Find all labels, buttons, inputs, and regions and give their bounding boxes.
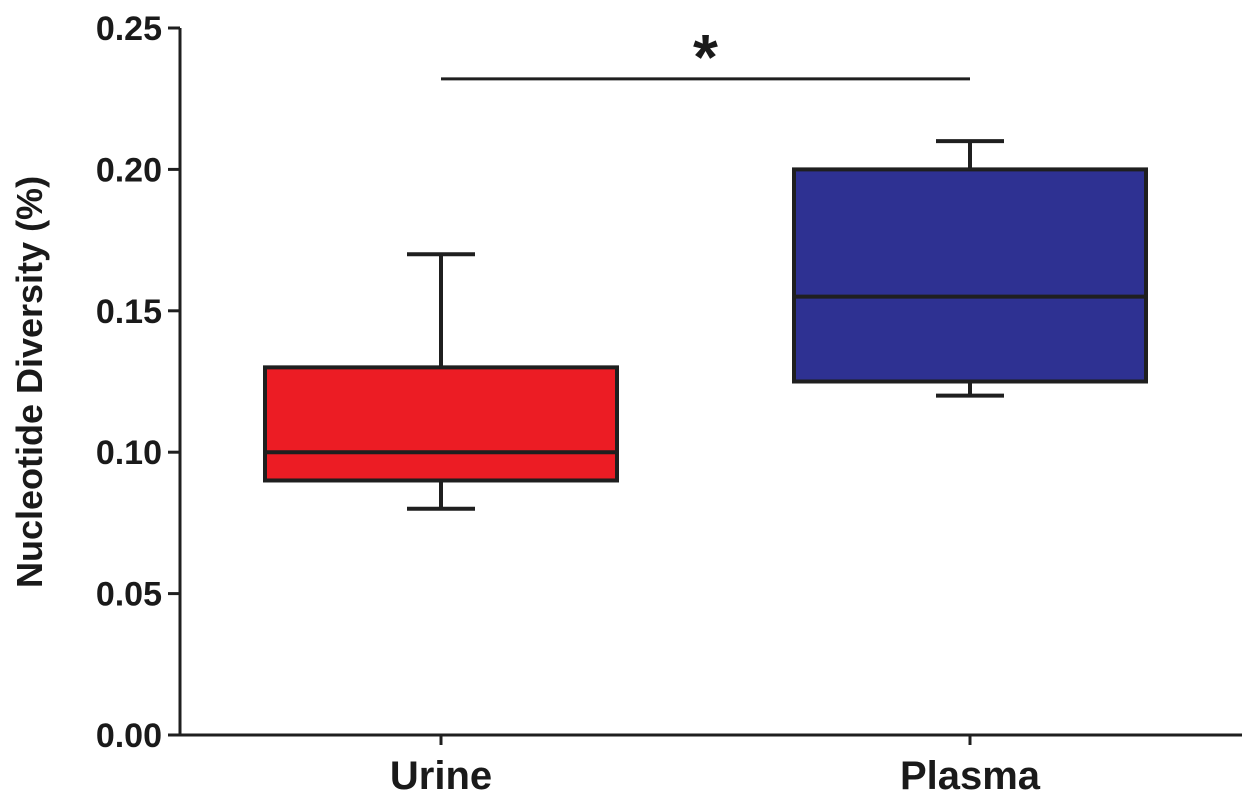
- y-tick-label: 0.15: [96, 293, 162, 331]
- significance-marker: *: [693, 21, 718, 93]
- x-tick-label: Urine: [390, 754, 492, 798]
- box-body: [792, 167, 1148, 384]
- box-body: [263, 365, 619, 483]
- box-urine: [263, 252, 619, 511]
- axes: 0.00 0.05 0.10 0.15 0.20 0.25 Urine Plasma: [96, 10, 1242, 798]
- annotations: *: [441, 21, 970, 93]
- y-tick-label: 0.05: [96, 576, 162, 614]
- boxes: [263, 139, 1148, 511]
- y-tick-label: 0.10: [96, 434, 162, 472]
- x-tick-label: Plasma: [900, 754, 1041, 798]
- box-plasma: [792, 139, 1148, 398]
- y-axis-label: Nucleotide Diversity (%): [9, 176, 50, 588]
- y-tick-label: 0.20: [96, 151, 162, 189]
- y-tick-label: 0.25: [96, 10, 162, 48]
- y-tick-label: 0.00: [96, 717, 162, 755]
